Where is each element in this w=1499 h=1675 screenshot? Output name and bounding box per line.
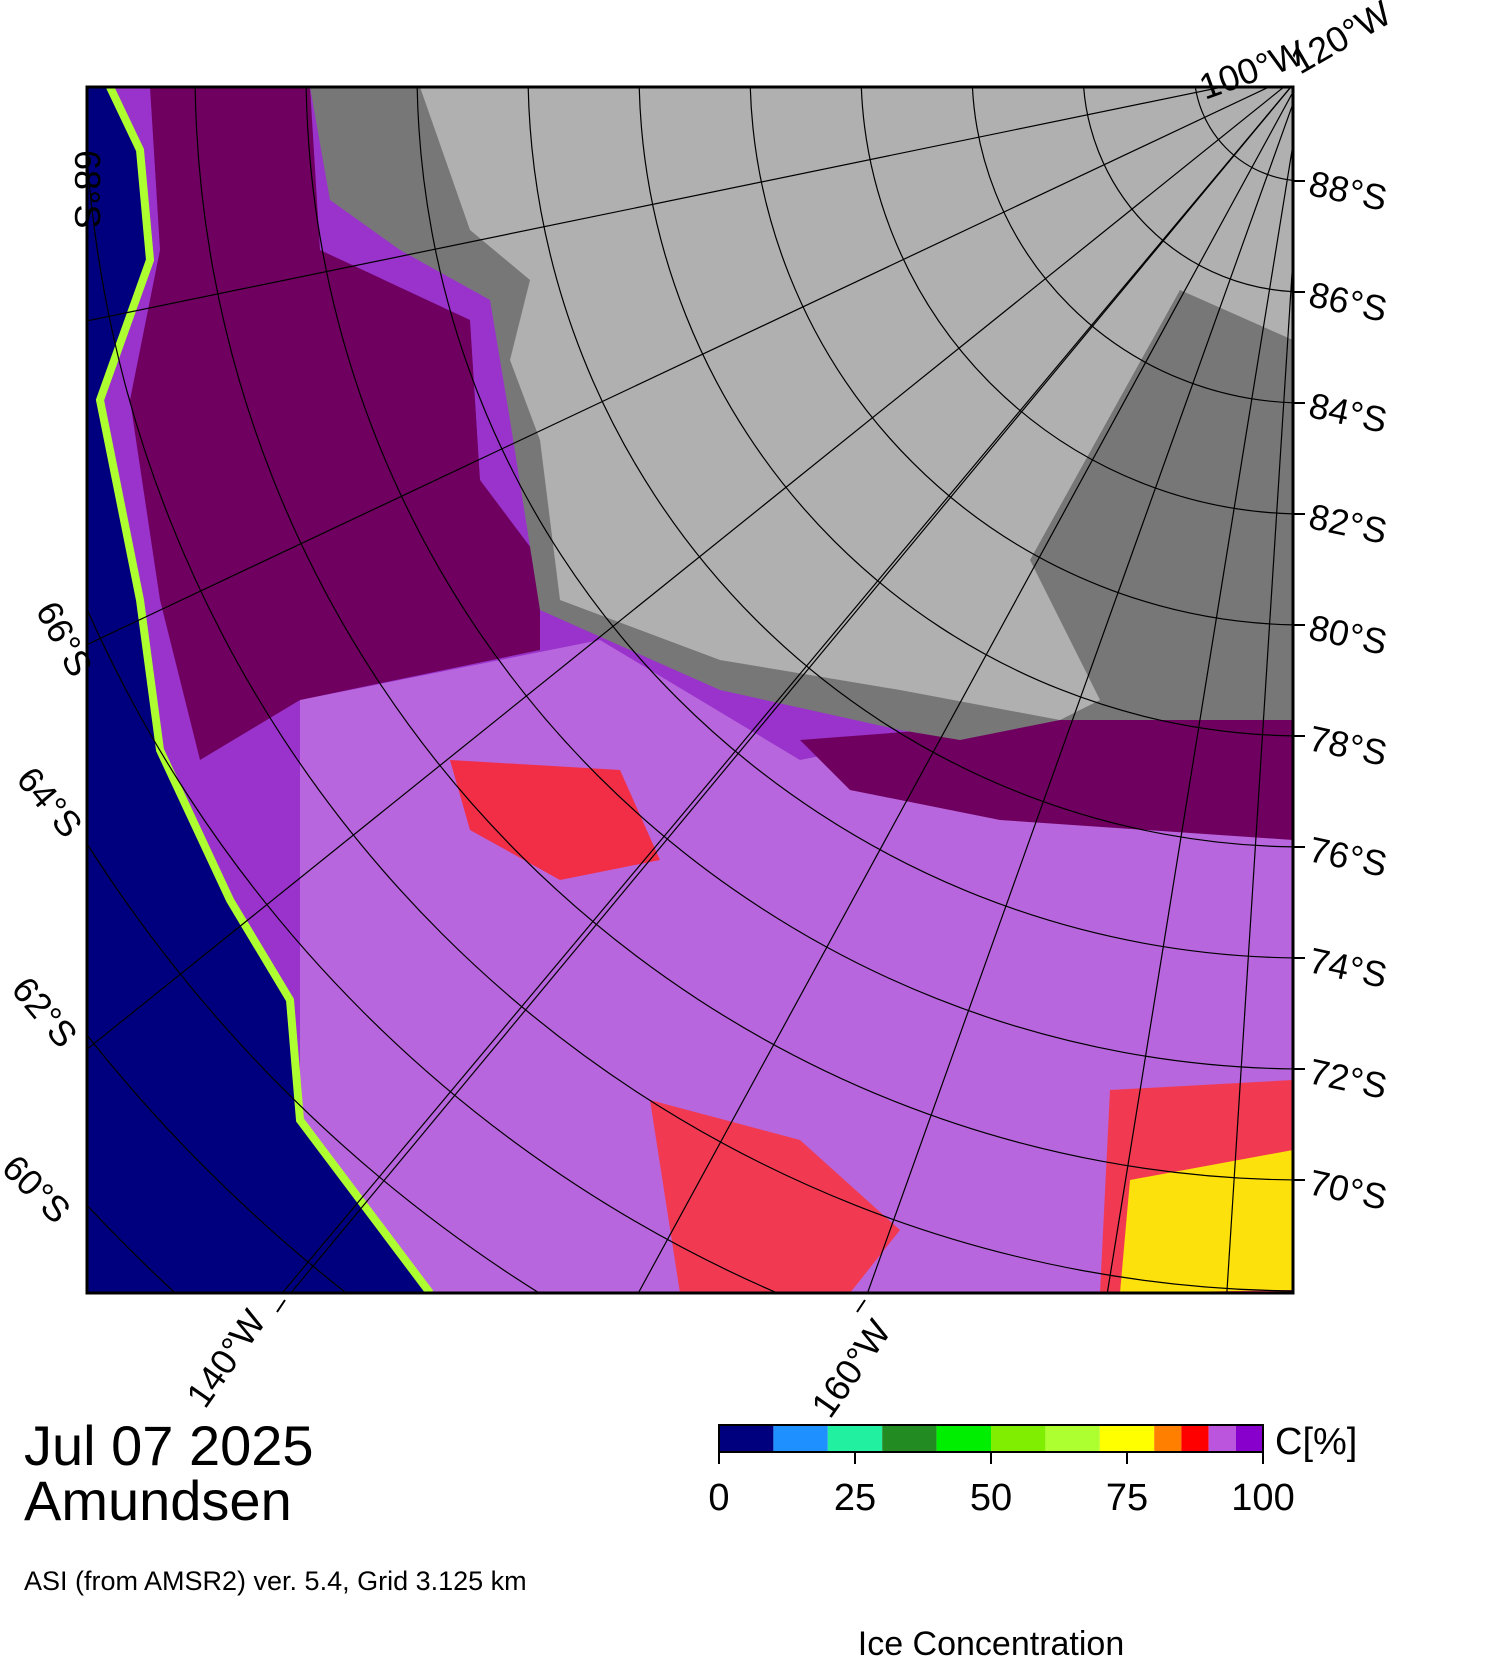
colorbar-segment [991, 1425, 1046, 1452]
lon-tick [856, 1299, 866, 1313]
lat-label: 62°S [4, 969, 86, 1055]
map-frame [85, 85, 1295, 1295]
colorbar-segment [1099, 1425, 1155, 1452]
lat-label: 60°S [0, 1147, 79, 1231]
colorbar-segment [1208, 1425, 1236, 1452]
lat-label: 72°S [1305, 1050, 1390, 1106]
date: Jul 07 2025 [24, 1414, 314, 1477]
lon-label: 140°W [178, 1302, 274, 1414]
source: ASI (from AMSR2) ver. 5.4, Grid 3.125 km [24, 1566, 527, 1596]
colorbar-segment [1154, 1425, 1182, 1452]
colorbar-label: Ice Concentration [858, 1625, 1125, 1663]
lon-label: 160°W [803, 1312, 899, 1424]
colorbar-tick-label: 75 [1106, 1477, 1148, 1519]
lat-label: 76°S [1305, 828, 1390, 884]
lat-label: 86°S [1305, 273, 1390, 329]
colorbar-segment [1181, 1425, 1209, 1452]
colorbar-tick-label: 0 [708, 1477, 729, 1519]
colorbar-unit: C[%] [1275, 1421, 1357, 1463]
colorbar-tick-label: 100 [1231, 1477, 1294, 1519]
lat-label: 78°S [1305, 717, 1390, 773]
colorbar-segment [719, 1425, 774, 1452]
colorbar-segment [936, 1425, 991, 1452]
lat-label: 64°S [9, 759, 91, 845]
colorbar-segment [773, 1425, 828, 1452]
lat-label: 80°S [1305, 606, 1390, 662]
colorbar-tick-label: 50 [970, 1477, 1012, 1519]
region: Amundsen [24, 1469, 292, 1532]
lat-label: 74°S [1305, 939, 1390, 995]
lon-tick [276, 1299, 286, 1313]
colorbar-segment [1235, 1425, 1263, 1452]
lat-label: 82°S [1305, 495, 1390, 551]
colorbar-segment [882, 1425, 937, 1452]
lat-label: 88°S [1305, 162, 1390, 218]
colorbar-segment [1045, 1425, 1100, 1452]
lat-label: 68°S [67, 150, 108, 228]
colorbar: 0 25 50 75 100 C[%] Ice Concentration [708, 1421, 1357, 1663]
lat-label: 70°S [1305, 1161, 1390, 1217]
colorbar-tick-label: 25 [834, 1477, 876, 1519]
lon-label: 120°W [1284, 0, 1398, 82]
colorbar-segment [827, 1425, 883, 1452]
lat-label: 84°S [1305, 384, 1390, 440]
